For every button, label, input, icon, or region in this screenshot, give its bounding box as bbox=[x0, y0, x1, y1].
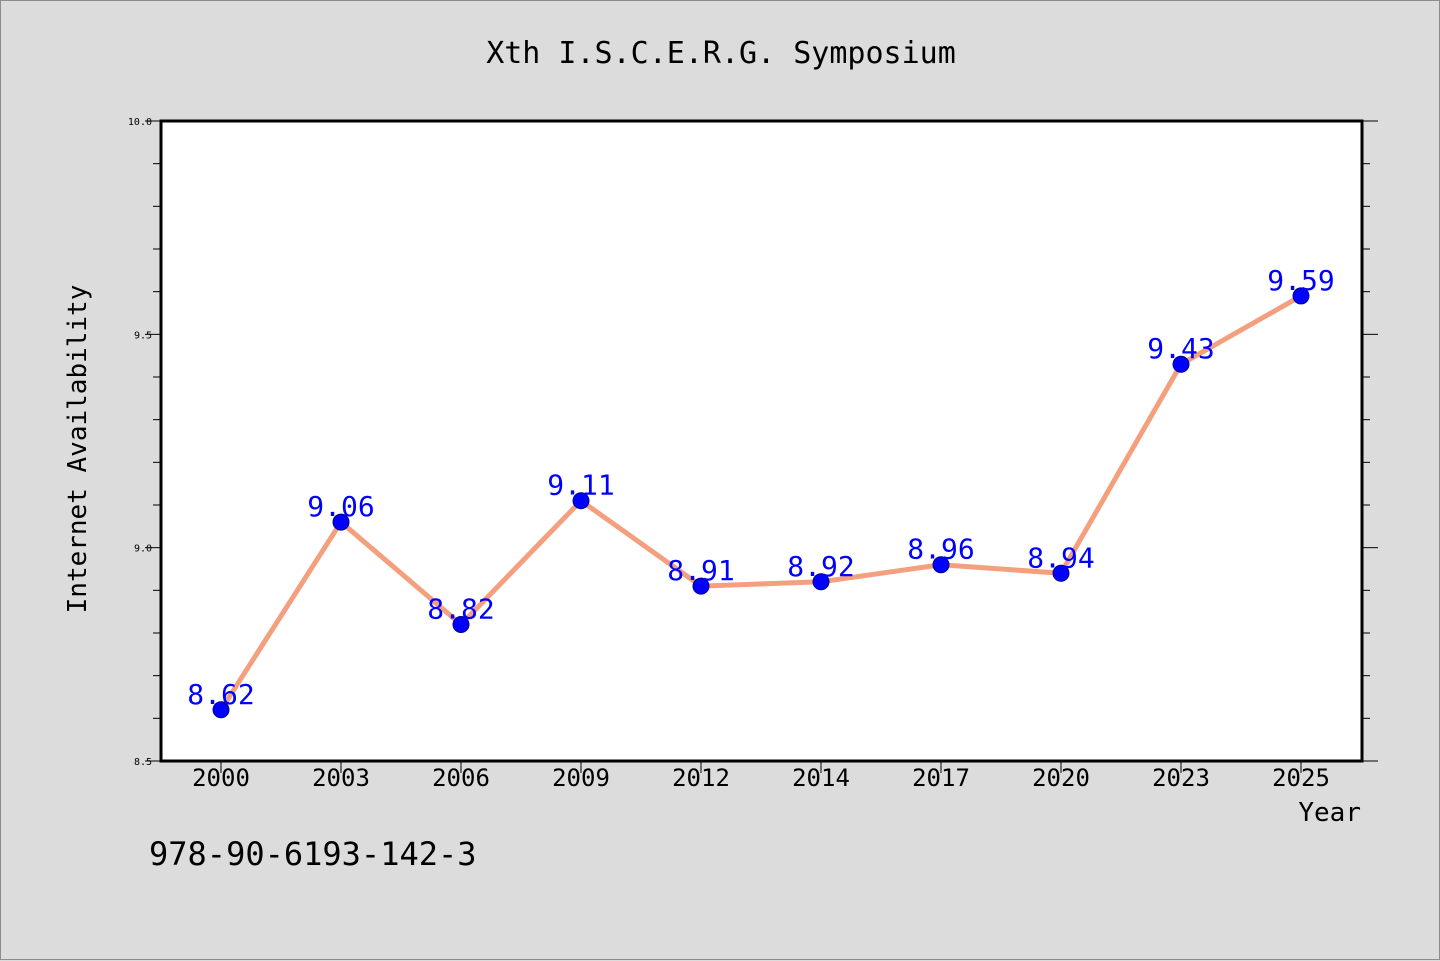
data-label: 8.94 bbox=[1027, 541, 1094, 574]
x-tick-label: 2020 bbox=[1032, 764, 1090, 792]
data-point bbox=[1172, 355, 1190, 373]
y-tick-label: 9.0 bbox=[134, 544, 152, 555]
x-tick-label: 2009 bbox=[552, 764, 610, 792]
x-tick-label: 2025 bbox=[1272, 764, 1330, 792]
series-line bbox=[218, 293, 1303, 712]
data-label: 9.59 bbox=[1267, 264, 1334, 297]
data-point bbox=[812, 573, 830, 591]
footer-isbn: 978-90-6193-142-3 bbox=[149, 835, 477, 873]
x-axis-label: Year bbox=[1298, 798, 1361, 828]
y-tick-label: 9.5 bbox=[134, 330, 152, 341]
x-tick-label: 2014 bbox=[792, 764, 850, 792]
x-tick-label: 2017 bbox=[912, 764, 970, 792]
y-axis-label: Internet Availability bbox=[63, 285, 93, 614]
data-label: 8.91 bbox=[667, 554, 734, 587]
x-tick-label: 2000 bbox=[192, 764, 250, 792]
y-tick-label: 8.5 bbox=[134, 757, 152, 768]
data-label: 8.82 bbox=[427, 592, 494, 625]
data-label: 8.92 bbox=[787, 550, 854, 583]
y-axis-ticks: 8.5 9.0 9.5 10.0 bbox=[128, 117, 1378, 768]
data-point bbox=[1292, 287, 1310, 305]
data-point bbox=[332, 513, 350, 531]
data-label: 8.96 bbox=[907, 533, 974, 566]
x-tick-label: 2012 bbox=[672, 764, 730, 792]
plot-area bbox=[159, 119, 1364, 763]
data-point bbox=[932, 556, 950, 574]
data-point bbox=[452, 615, 470, 633]
data-labels: 8.62 9.06 8.82 9.11 8.91 8.92 8.96 8.94 9.43 9.59 bbox=[187, 264, 1334, 711]
data-point bbox=[1052, 564, 1070, 582]
data-label: 9.11 bbox=[547, 469, 614, 502]
data-point bbox=[572, 492, 590, 510]
x-axis-ticks: 2000 2003 2006 2009 2012 2014 2017 2020 2023 2025 bbox=[192, 761, 1330, 792]
data-label: 9.43 bbox=[1147, 332, 1214, 365]
x-tick-label: 2003 bbox=[312, 764, 370, 792]
data-point bbox=[692, 577, 710, 595]
series-markers bbox=[212, 287, 1310, 719]
chart-title: Xth I.S.C.E.R.G. Symposium bbox=[486, 36, 956, 71]
data-label: 9.06 bbox=[307, 490, 374, 523]
x-tick-label: 2006 bbox=[432, 764, 490, 792]
data-label: 8.62 bbox=[187, 678, 254, 711]
x-tick-label: 2023 bbox=[1152, 764, 1210, 792]
data-point bbox=[212, 701, 230, 719]
y-tick-label: 10.0 bbox=[128, 117, 152, 128]
